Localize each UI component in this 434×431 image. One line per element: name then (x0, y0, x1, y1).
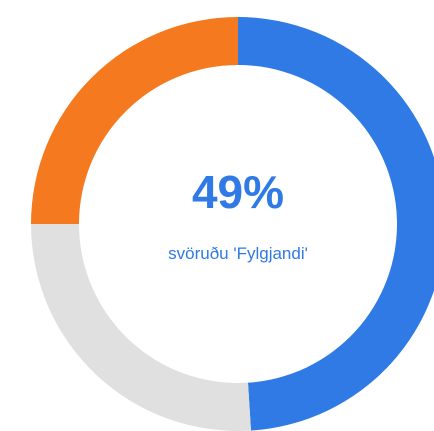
center-value: 49% (192, 166, 284, 218)
slices (31, 17, 434, 431)
slice (31, 17, 238, 224)
slice (238, 17, 434, 431)
slice (31, 224, 251, 431)
center-caption: svöruðu 'Fylgjandi' (168, 244, 308, 263)
